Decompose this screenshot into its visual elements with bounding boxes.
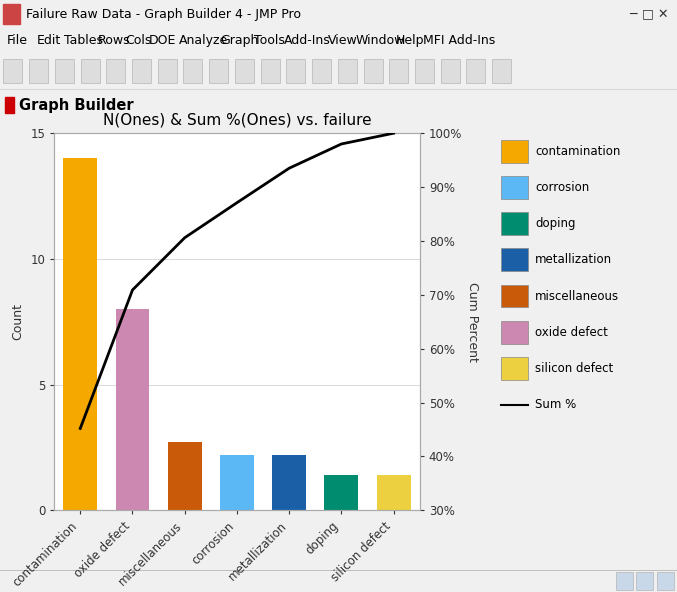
Text: □: □ bbox=[642, 8, 654, 21]
Bar bbox=[389, 59, 408, 83]
Bar bbox=[466, 59, 485, 83]
Text: View: View bbox=[328, 34, 358, 47]
Bar bbox=[364, 59, 383, 83]
Bar bbox=[3, 4, 20, 24]
Bar bbox=[441, 59, 460, 83]
Bar bbox=[312, 59, 331, 83]
Text: Tables: Tables bbox=[64, 34, 104, 47]
Bar bbox=[501, 176, 528, 199]
Bar bbox=[636, 572, 653, 590]
Bar bbox=[81, 59, 100, 83]
Bar bbox=[616, 572, 633, 590]
Bar bbox=[5, 97, 14, 113]
Bar bbox=[235, 59, 254, 83]
Text: Rows: Rows bbox=[98, 34, 131, 47]
Bar bbox=[657, 572, 674, 590]
Text: corrosion: corrosion bbox=[536, 181, 590, 194]
Bar bbox=[55, 59, 74, 83]
Bar bbox=[168, 442, 202, 510]
Bar bbox=[64, 158, 97, 510]
Text: Edit: Edit bbox=[37, 34, 62, 47]
Bar bbox=[501, 213, 528, 235]
Bar bbox=[501, 249, 528, 271]
Text: metallization: metallization bbox=[536, 253, 613, 266]
Text: doping: doping bbox=[536, 217, 575, 230]
Bar bbox=[158, 59, 177, 83]
Text: miscellaneous: miscellaneous bbox=[536, 289, 619, 303]
Bar bbox=[209, 59, 228, 83]
Bar bbox=[501, 285, 528, 307]
Bar bbox=[261, 59, 280, 83]
Bar bbox=[29, 59, 48, 83]
Text: oxide defect: oxide defect bbox=[536, 326, 608, 339]
Bar bbox=[272, 455, 306, 510]
Bar bbox=[501, 140, 528, 163]
Bar bbox=[338, 59, 357, 83]
Text: Cols: Cols bbox=[125, 34, 152, 47]
Bar bbox=[183, 59, 202, 83]
Text: Graph Builder: Graph Builder bbox=[19, 98, 133, 112]
Bar bbox=[106, 59, 125, 83]
Text: silicon defect: silicon defect bbox=[536, 362, 613, 375]
Bar bbox=[501, 357, 528, 379]
Bar bbox=[324, 475, 358, 510]
Bar bbox=[286, 59, 305, 83]
Y-axis label: Cum Percent: Cum Percent bbox=[466, 282, 479, 362]
Text: ✕: ✕ bbox=[657, 8, 668, 21]
Title: N(Ones) & Sum %(Ones) vs. failure: N(Ones) & Sum %(Ones) vs. failure bbox=[103, 113, 371, 128]
Text: Analyze: Analyze bbox=[179, 34, 229, 47]
Bar bbox=[492, 59, 511, 83]
Text: Failure Raw Data - Graph Builder 4 - JMP Pro: Failure Raw Data - Graph Builder 4 - JMP… bbox=[26, 8, 301, 21]
Text: Add-Ins: Add-Ins bbox=[284, 34, 331, 47]
Bar bbox=[116, 309, 150, 510]
Text: MFI Add-Ins: MFI Add-Ins bbox=[423, 34, 496, 47]
Text: Help: Help bbox=[396, 34, 424, 47]
Y-axis label: Count: Count bbox=[12, 303, 24, 340]
Bar bbox=[220, 455, 254, 510]
Bar bbox=[376, 475, 410, 510]
Bar bbox=[501, 321, 528, 343]
Bar bbox=[415, 59, 434, 83]
Bar bbox=[3, 59, 22, 83]
Text: File: File bbox=[7, 34, 28, 47]
Bar bbox=[132, 59, 151, 83]
Text: Sum %: Sum % bbox=[536, 398, 577, 411]
Text: Graph: Graph bbox=[220, 34, 259, 47]
Text: DOE: DOE bbox=[149, 34, 176, 47]
Text: Window: Window bbox=[355, 34, 405, 47]
Text: ─: ─ bbox=[629, 8, 637, 21]
Text: Tools: Tools bbox=[254, 34, 285, 47]
Text: contamination: contamination bbox=[536, 145, 621, 158]
